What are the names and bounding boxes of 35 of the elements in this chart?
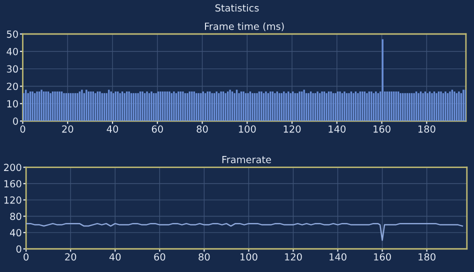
chart-title: Framerate bbox=[222, 156, 271, 164]
x-tick-label: 160 bbox=[374, 253, 391, 261]
x-tick-label: 20 bbox=[62, 125, 74, 133]
x-tick-label: 60 bbox=[154, 253, 166, 261]
x-tick-label: 40 bbox=[106, 125, 118, 133]
y-tick-label: 0 bbox=[13, 118, 18, 125]
y-tick-label: 80 bbox=[10, 212, 22, 220]
x-tick-label: 180 bbox=[418, 253, 436, 261]
x-tick-label: 60 bbox=[152, 125, 163, 133]
x-tick-label: 20 bbox=[65, 253, 76, 261]
x-tick-label: 100 bbox=[238, 125, 256, 133]
x-tick-label: 40 bbox=[109, 253, 121, 261]
y-tick-label: 40 bbox=[10, 229, 22, 236]
y-tick-label: 200 bbox=[4, 164, 22, 172]
y-tick-label: 50 bbox=[6, 30, 18, 38]
x-tick-label: 80 bbox=[198, 253, 210, 261]
y-tick-label: 10 bbox=[7, 100, 18, 108]
x-tick-label: 100 bbox=[240, 253, 258, 261]
y-tick-label: 40 bbox=[6, 48, 18, 56]
y-tick-label: 20 bbox=[6, 82, 18, 90]
x-tick-label: 160 bbox=[374, 125, 390, 133]
x-tick-label: 120 bbox=[284, 125, 301, 133]
x-tick-label: 120 bbox=[285, 253, 302, 261]
text: Statistics bbox=[215, 4, 259, 12]
x-tick-label: 0 bbox=[24, 253, 29, 261]
chart-title: Frame time (ms) bbox=[205, 22, 284, 32]
y-tick-label: 0 bbox=[16, 245, 22, 253]
y-tick-label: 30 bbox=[6, 65, 18, 73]
line-series bbox=[26, 222, 464, 241]
x-tick-label: 140 bbox=[328, 125, 346, 133]
y-tick-label: 120 bbox=[4, 196, 22, 204]
x-tick-label: 140 bbox=[330, 253, 346, 261]
y-tick-label: 160 bbox=[4, 180, 22, 188]
x-tick-label: 80 bbox=[196, 125, 208, 133]
x-tick-label: 180 bbox=[418, 125, 436, 133]
